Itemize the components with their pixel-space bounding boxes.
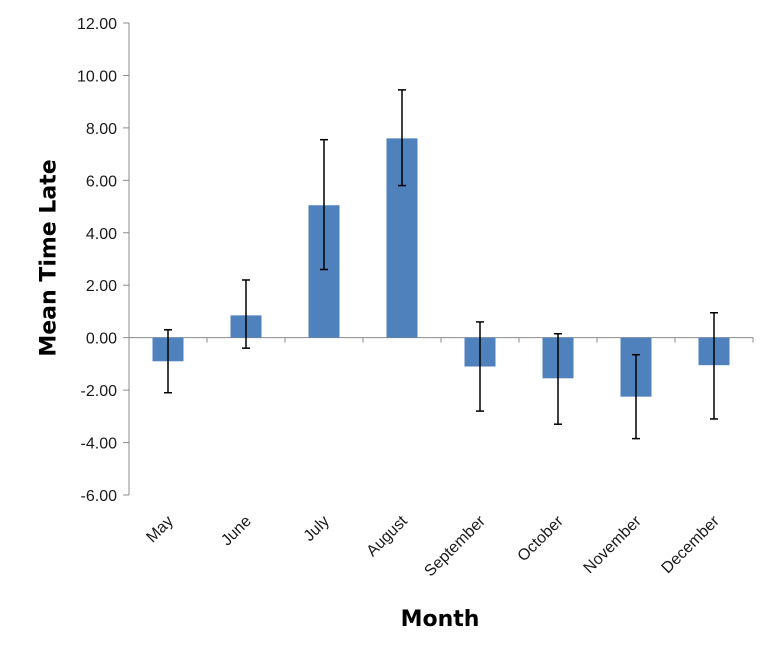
y-axis: -6.00 -4.00 -2.00 0.00 2.00 4.00 6.00 8.00 10.00… bbox=[77, 16, 130, 505]
y-tick-label: -6.00 bbox=[81, 488, 118, 505]
x-axis-title: Month bbox=[401, 607, 480, 632]
x-tick-label: July bbox=[301, 513, 333, 545]
error-bar-november bbox=[632, 353, 640, 440]
x-tick-label: October bbox=[515, 512, 568, 565]
error-bar-august bbox=[398, 89, 406, 187]
bar-series bbox=[152, 138, 730, 397]
x-tick-label: June bbox=[218, 513, 255, 550]
x-axis bbox=[129, 337, 754, 343]
y-tick-label: 8.00 bbox=[86, 121, 117, 138]
y-tick-label: -4.00 bbox=[81, 436, 118, 453]
x-tick-label: May bbox=[143, 513, 176, 546]
error-bar-series bbox=[164, 89, 718, 440]
y-axis-title: Mean Time Late bbox=[37, 159, 62, 356]
x-tick-label: August bbox=[364, 512, 412, 560]
y-tick-label: 2.00 bbox=[86, 278, 117, 295]
error-bar-may bbox=[164, 329, 172, 394]
category-labels: May June July August September October Novembe… bbox=[143, 512, 723, 580]
error-bar-december bbox=[710, 312, 718, 420]
error-bar-october bbox=[554, 332, 562, 425]
y-tick-label: 10.00 bbox=[77, 68, 117, 85]
y-tick-label: -2.00 bbox=[81, 383, 118, 400]
x-tick-label: September bbox=[421, 512, 489, 580]
y-tick-label: 6.00 bbox=[86, 173, 117, 190]
y-tick-label: 0.00 bbox=[86, 331, 117, 348]
x-tick-label: December bbox=[659, 512, 724, 577]
y-tick-label: 12.00 bbox=[77, 16, 117, 33]
error-bar-july bbox=[320, 138, 328, 271]
error-bar-september bbox=[476, 321, 484, 412]
error-bar-june bbox=[242, 279, 250, 349]
y-tick-label: 4.00 bbox=[86, 226, 117, 243]
x-tick-label: November bbox=[581, 512, 646, 577]
